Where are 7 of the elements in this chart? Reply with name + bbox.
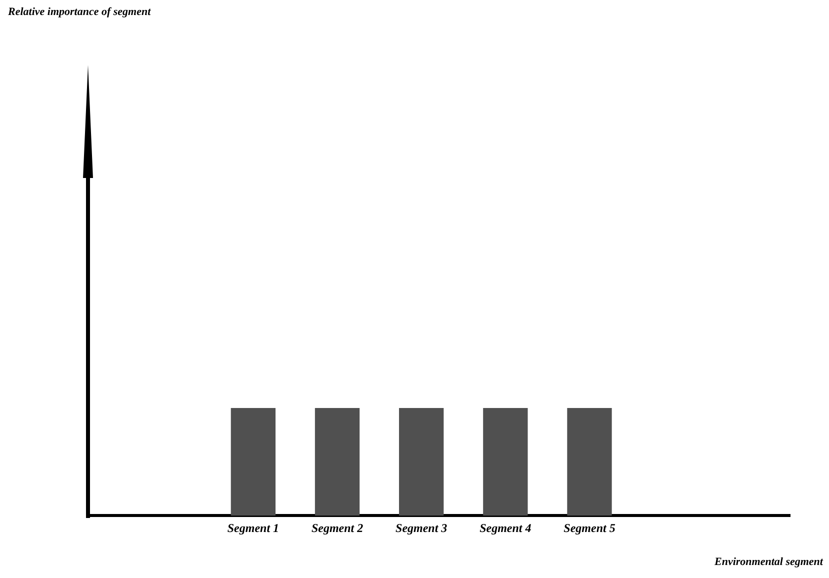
text: Relative importance of segment xyxy=(8,6,151,18)
x-tick-label: Segment 4 xyxy=(480,520,532,535)
x-tick-label: Segment 2 xyxy=(311,520,364,535)
x-tick-label: Segment 5 xyxy=(564,520,616,535)
text: Environmental segment xyxy=(714,556,823,568)
x-tick-label: Segment 3 xyxy=(396,520,448,535)
x-tick-label: Segment 1 xyxy=(227,520,280,535)
